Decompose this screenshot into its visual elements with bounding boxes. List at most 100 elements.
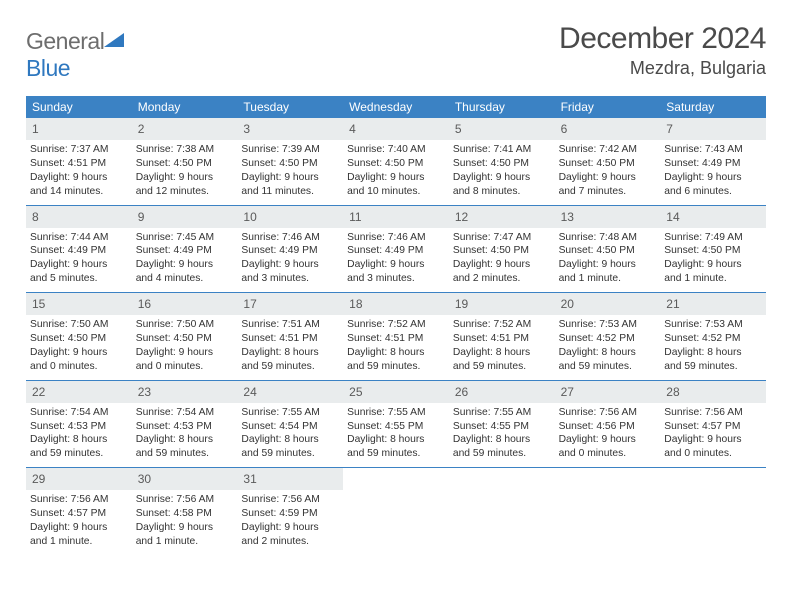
daylight-text: Daylight: 9 hours	[136, 346, 234, 360]
day-number: 29	[32, 472, 45, 486]
sunset-text: Sunset: 4:51 PM	[241, 332, 339, 346]
logo-text: General Blue	[26, 28, 126, 82]
day-cell	[449, 468, 555, 555]
sunrise-text: Sunrise: 7:54 AM	[30, 406, 128, 420]
day-number: 10	[243, 210, 256, 224]
sunrise-text: Sunrise: 7:49 AM	[664, 231, 762, 245]
sunrise-text: Sunrise: 7:43 AM	[664, 143, 762, 157]
day-number: 26	[455, 385, 468, 399]
day-number-bar: 10	[237, 206, 343, 228]
day-cell: 14Sunrise: 7:49 AMSunset: 4:50 PMDayligh…	[660, 206, 766, 293]
sunrise-text: Sunrise: 7:52 AM	[347, 318, 445, 332]
daylight-text: Daylight: 9 hours	[136, 521, 234, 535]
daylight-text: Daylight: 8 hours	[30, 433, 128, 447]
sunset-text: Sunset: 4:50 PM	[347, 157, 445, 171]
daylight-text: and 59 minutes.	[241, 360, 339, 374]
daylight-text: Daylight: 9 hours	[30, 521, 128, 535]
daylight-text: Daylight: 9 hours	[664, 433, 762, 447]
sunset-text: Sunset: 4:50 PM	[136, 332, 234, 346]
daylight-text: and 10 minutes.	[347, 185, 445, 199]
day-number-bar: 17	[237, 293, 343, 315]
day-number: 8	[32, 210, 39, 224]
week-row: 8Sunrise: 7:44 AMSunset: 4:49 PMDaylight…	[26, 206, 766, 294]
sunset-text: Sunset: 4:50 PM	[453, 157, 551, 171]
day-number-bar: 6	[555, 118, 661, 140]
day-cell: 23Sunrise: 7:54 AMSunset: 4:53 PMDayligh…	[132, 381, 238, 468]
sunrise-text: Sunrise: 7:56 AM	[30, 493, 128, 507]
day-number: 3	[243, 122, 250, 136]
day-cell: 16 Sunrise: 7:50 AMSunset: 4:50 PMDayligh…	[132, 293, 238, 380]
day-cell: 13Sunrise: 7:48 AMSunset: 4:50 PMDayligh…	[555, 206, 661, 293]
daylight-text: Daylight: 8 hours	[241, 433, 339, 447]
daylight-text: Daylight: 8 hours	[136, 433, 234, 447]
day-number-bar: 22	[26, 381, 132, 403]
daylight-text: and 14 minutes.	[30, 185, 128, 199]
day-number-bar: 12	[449, 206, 555, 228]
daylight-text: and 59 minutes.	[347, 447, 445, 461]
sunset-text: Sunset: 4:57 PM	[30, 507, 128, 521]
sunrise-text: Sunrise: 7:56 AM	[241, 493, 339, 507]
week-row: 15Sunrise: 7:50 AMSunset: 4:50 PMDayligh…	[26, 293, 766, 381]
sunset-text: Sunset: 4:50 PM	[136, 157, 234, 171]
day-cell: 19Sunrise: 7:52 AMSunset: 4:51 PMDayligh…	[449, 293, 555, 380]
daylight-text: and 59 minutes.	[30, 447, 128, 461]
logo-word-1: General	[26, 28, 104, 54]
daylight-text: and 1 minute.	[30, 535, 128, 549]
day-number: 12	[455, 210, 468, 224]
sunset-text: Sunset: 4:58 PM	[136, 507, 234, 521]
day-number-bar: 15	[26, 293, 132, 315]
day-number: 6	[561, 122, 568, 136]
day-number: 16	[138, 297, 151, 311]
day-cell: 11Sunrise: 7:46 AMSunset: 4:49 PMDayligh…	[343, 206, 449, 293]
weekday-header: Wednesday	[343, 96, 449, 118]
sunset-text: Sunset: 4:51 PM	[30, 157, 128, 171]
daylight-text: and 7 minutes.	[559, 185, 657, 199]
daylight-text: Daylight: 9 hours	[136, 258, 234, 272]
sunrise-text: Sunrise: 7:50 AM	[136, 318, 234, 332]
day-number-bar: 19	[449, 293, 555, 315]
daylight-text: Daylight: 8 hours	[664, 346, 762, 360]
sunset-text: Sunset: 4:54 PM	[241, 420, 339, 434]
sunrise-text: Sunrise: 7:55 AM	[241, 406, 339, 420]
daylight-text: and 8 minutes.	[453, 185, 551, 199]
sunset-text: Sunset: 4:50 PM	[30, 332, 128, 346]
daylight-text: Daylight: 9 hours	[664, 171, 762, 185]
daylight-text: and 59 minutes.	[347, 360, 445, 374]
day-number: 25	[349, 385, 362, 399]
day-number-bar: 1	[26, 118, 132, 140]
day-cell: 31Sunrise: 7:56 AMSunset: 4:59 PMDayligh…	[237, 468, 343, 555]
sunset-text: Sunset: 4:51 PM	[453, 332, 551, 346]
day-cell: 25Sunrise: 7:55 AMSunset: 4:55 PMDayligh…	[343, 381, 449, 468]
daylight-text: Daylight: 8 hours	[347, 433, 445, 447]
sunrise-text: Sunrise: 7:41 AM	[453, 143, 551, 157]
day-number: 28	[666, 385, 679, 399]
day-number-bar: 14	[660, 206, 766, 228]
day-cell	[343, 468, 449, 555]
day-cell: 18Sunrise: 7:52 AMSunset: 4:51 PMDayligh…	[343, 293, 449, 380]
sunrise-text: Sunrise: 7:53 AM	[664, 318, 762, 332]
day-cell: 15Sunrise: 7:50 AMSunset: 4:50 PMDayligh…	[26, 293, 132, 380]
sunrise-text: Sunrise: 7:55 AM	[453, 406, 551, 420]
sunset-text: Sunset: 4:50 PM	[559, 157, 657, 171]
day-cell: 30Sunrise: 7:56 AMSunset: 4:58 PMDayligh…	[132, 468, 238, 555]
sunrise-text: Sunrise: 7:48 AM	[559, 231, 657, 245]
daylight-text: Daylight: 9 hours	[559, 258, 657, 272]
day-number: 11	[349, 210, 361, 224]
day-number: 7	[666, 122, 673, 136]
weekday-header: Sunday	[26, 96, 132, 118]
daylight-text: and 59 minutes.	[136, 447, 234, 461]
day-number-bar: 21	[660, 293, 766, 315]
day-number-bar: 8	[26, 206, 132, 228]
day-cell: 22Sunrise: 7:54 AMSunset: 4:53 PMDayligh…	[26, 381, 132, 468]
daylight-text: Daylight: 9 hours	[30, 346, 128, 360]
daylight-text: and 1 minute.	[136, 535, 234, 549]
daylight-text: and 59 minutes.	[453, 447, 551, 461]
day-cell: 2Sunrise: 7:38 AMSunset: 4:50 PMDaylight…	[132, 118, 238, 205]
daylight-text: and 3 minutes.	[347, 272, 445, 286]
daylight-text: and 0 minutes.	[664, 447, 762, 461]
day-number-bar: 24	[237, 381, 343, 403]
day-cell: 21Sunrise: 7:53 AMSunset: 4:52 PMDayligh…	[660, 293, 766, 380]
daylight-text: and 6 minutes.	[664, 185, 762, 199]
day-number-bar: 2	[132, 118, 238, 140]
weekday-header: Saturday	[660, 96, 766, 118]
